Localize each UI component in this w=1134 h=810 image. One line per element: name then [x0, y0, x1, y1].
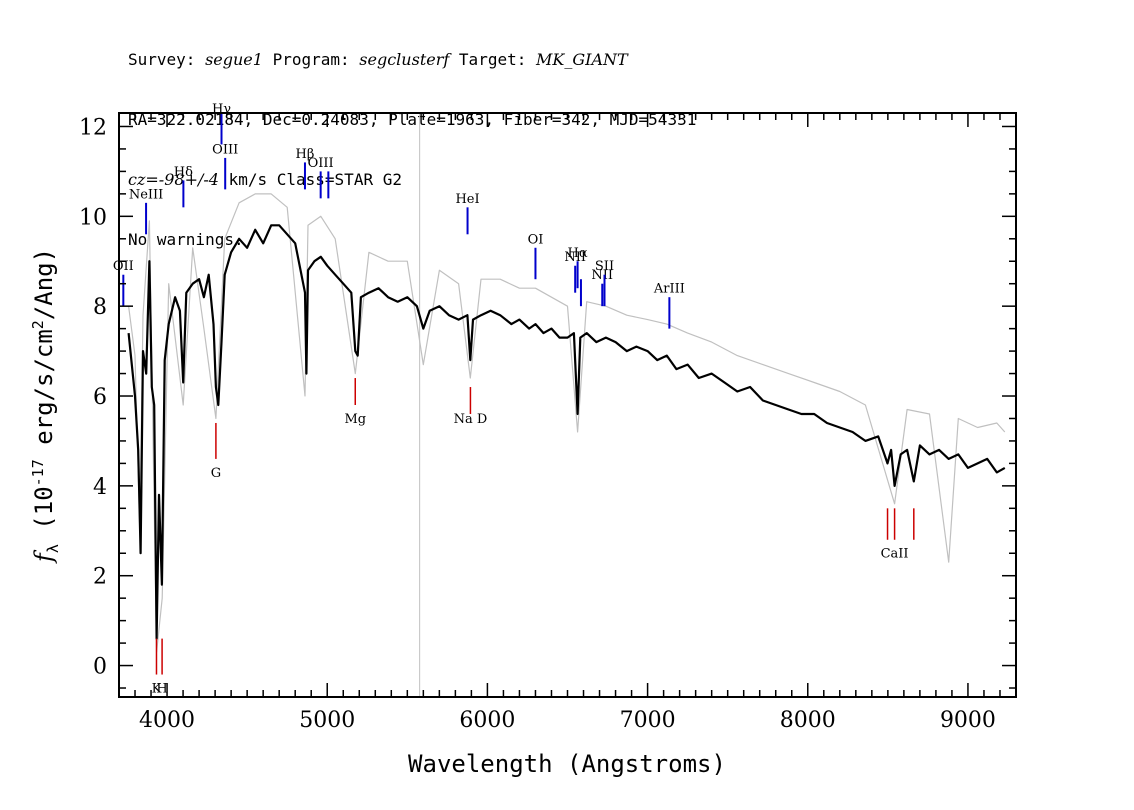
survey-label: Survey:: [128, 50, 196, 69]
emission-line-label: SII: [595, 259, 614, 274]
spectrum-header: Survey: segue1 Program: segclusterf Targ…: [128, 10, 696, 270]
cz-value: -98+/-4: [158, 170, 219, 189]
y-tick-label: 0: [93, 655, 107, 680]
survey-value: segue1: [205, 50, 263, 69]
program-value: segclusterf: [359, 50, 450, 69]
absorption-line-label: Na D: [454, 412, 488, 427]
emission-line-label: NeIII: [129, 187, 163, 202]
y-tick-label: 12: [79, 115, 107, 140]
emission-line-label: OIII: [308, 156, 334, 171]
y-tick-label: 2: [93, 565, 107, 590]
x-tick-label: 7000: [620, 708, 676, 733]
emission-line-label: OIII: [212, 142, 238, 157]
y-tick-label: 8: [93, 295, 107, 320]
target-value: MK_GIANT: [536, 50, 628, 69]
y-tick-label: 10: [79, 205, 107, 230]
absorption-line-label: K: [152, 682, 162, 697]
x-axis-label: Wavelength (Angstroms): [408, 750, 726, 778]
emission-line-label: OI: [528, 232, 544, 247]
x-tick-label: 8000: [780, 708, 836, 733]
x-tick-label: 9000: [940, 708, 996, 733]
y-tick-label: 4: [93, 475, 107, 500]
absorption-line-label: Mg: [344, 412, 366, 427]
emission-line-label: NII: [591, 268, 613, 283]
target-label: Target:: [458, 50, 527, 69]
emission-line-label: Hα: [568, 246, 588, 261]
flux-series-line: [127, 224, 1006, 640]
x-tick-label: 5000: [299, 708, 355, 733]
emission-line-label: NII: [564, 250, 586, 265]
header-line-1: Survey: segue1 Program: segclusterf Targ…: [128, 50, 696, 70]
emission-line-label: Hβ: [296, 147, 315, 162]
emission-line-label: Hδ: [174, 165, 193, 180]
plot-frame: [118, 112, 1017, 698]
y-tick-label: 6: [93, 385, 107, 410]
chart-axes: 4000 5000 6000 7000 8000 9000 0 2 4 6 8 10 12: [79, 113, 1017, 733]
program-label: Program:: [272, 50, 350, 69]
cz-label: cz=: [128, 170, 159, 189]
x-tick-label: 4000: [139, 708, 195, 733]
flux-noise-series-line: [128, 193, 1006, 653]
absorption-line-label: CaII: [881, 547, 909, 562]
emission-line-label: HeI: [455, 192, 479, 207]
header-line-2: RA=322.02184, Dec=0.24083, Plate=1963, F…: [128, 110, 697, 129]
absorption-line-label: H: [156, 682, 167, 697]
header-line-4: No warnings.: [128, 230, 244, 249]
absorption-line-label: G: [211, 466, 221, 481]
x-tick-label: 6000: [459, 708, 515, 733]
emission-line-label: ArIII: [653, 282, 685, 297]
y-axis-label: fλ (10-17 erg/s/cm2/Ang): [29, 248, 62, 564]
cz-class-text: km/s Class=STAR G2: [218, 170, 402, 189]
header-line-3: cz=-98+/-4 km/s Class=STAR G2: [128, 170, 696, 190]
